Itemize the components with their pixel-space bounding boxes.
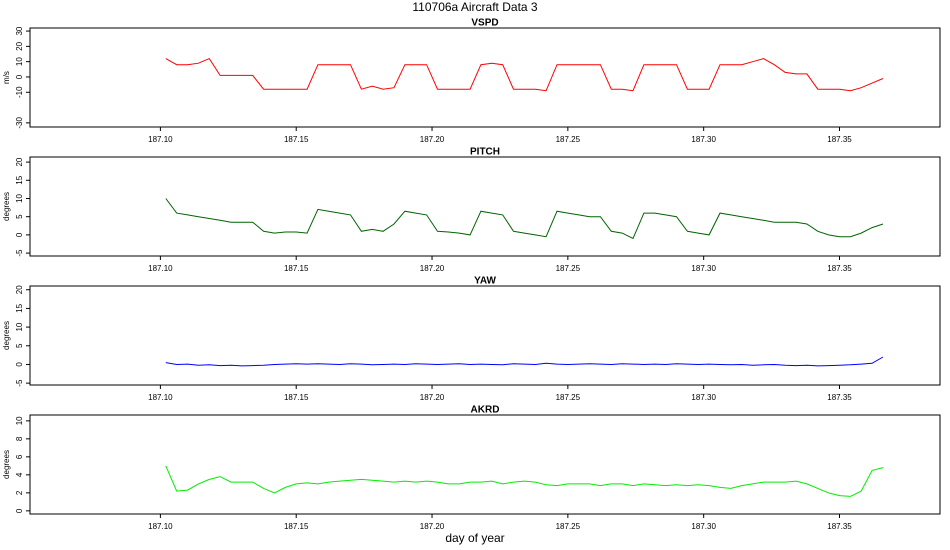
x-tick-label: 187.35 <box>827 393 852 402</box>
y-tick-label: 10 <box>15 416 24 425</box>
x-tick-label: 187.10 <box>148 393 173 402</box>
data-line <box>165 356 884 367</box>
y-tick-label: 6 <box>15 454 24 459</box>
y-tick-label: 0 <box>15 508 24 513</box>
y-axis-label: degrees <box>2 450 11 479</box>
y-axis-label: m/s <box>2 71 11 84</box>
y-tick-label: -10 <box>15 86 24 98</box>
x-axis-label: day of year <box>445 531 504 545</box>
plot-frame <box>29 27 941 128</box>
x-tick-label: 187.20 <box>420 522 445 531</box>
x-tick-label: 187.35 <box>827 264 852 273</box>
x-tick-label: 187.10 <box>148 522 173 531</box>
y-axis-label: degrees <box>2 321 11 350</box>
x-tick-label: 187.30 <box>691 393 716 402</box>
data-line <box>165 198 884 240</box>
x-tick-label: 187.10 <box>148 264 173 273</box>
x-tick-label: 187.25 <box>556 393 581 402</box>
y-tick-label: 15 <box>15 175 24 184</box>
x-tick-label: 187.30 <box>691 135 716 144</box>
y-tick-label: 0 <box>15 362 24 367</box>
y-tick-label: 20 <box>15 41 24 50</box>
y-tick-label: -30 <box>15 117 24 129</box>
y-tick-label: 10 <box>15 322 24 331</box>
x-tick-label: 187.25 <box>556 522 581 531</box>
x-tick-label: 187.35 <box>827 522 852 531</box>
data-line <box>165 465 884 497</box>
x-tick-label: 187.20 <box>420 393 445 402</box>
y-tick-label: 8 <box>15 436 24 441</box>
y-tick-label: 4 <box>15 472 24 477</box>
y-axis-label: degrees <box>2 192 11 221</box>
y-tick-label: 15 <box>15 303 24 312</box>
panel-title: PITCH <box>470 147 500 158</box>
x-tick-label: 187.25 <box>556 135 581 144</box>
y-tick-label: 5 <box>15 214 24 219</box>
y-tick-label: 2 <box>15 490 24 495</box>
y-tick-label: -5 <box>15 249 24 257</box>
x-tick-label: 187.15 <box>284 393 309 402</box>
panel-title: YAW <box>474 276 496 287</box>
data-line <box>165 57 884 92</box>
y-tick-label: 0 <box>15 232 24 237</box>
y-tick-label: 20 <box>15 157 24 166</box>
page-title: 110706a Aircraft Data 3 <box>412 0 538 14</box>
y-tick-label: 0 <box>15 74 24 79</box>
x-tick-label: 187.20 <box>420 264 445 273</box>
plot-frame <box>29 156 941 257</box>
y-tick-label: 30 <box>15 26 24 35</box>
y-tick-label: 10 <box>15 193 24 202</box>
y-tick-label: 20 <box>15 285 24 294</box>
panel-title: AKRD <box>471 405 500 416</box>
y-tick-label: 10 <box>15 57 24 66</box>
plot-frame <box>29 414 941 515</box>
y-tick-label: -5 <box>15 379 24 387</box>
x-tick-label: 187.20 <box>420 135 445 144</box>
x-tick-label: 187.25 <box>556 264 581 273</box>
x-tick-label: 187.35 <box>827 135 852 144</box>
x-tick-label: 187.10 <box>148 135 173 144</box>
x-tick-label: 187.15 <box>284 264 309 273</box>
x-tick-label: 187.15 <box>284 522 309 531</box>
x-tick-label: 187.15 <box>284 135 309 144</box>
y-tick-label: 5 <box>15 343 24 348</box>
x-tick-label: 187.30 <box>691 264 716 273</box>
panel-title: VSPD <box>471 18 498 29</box>
x-tick-label: 187.30 <box>691 522 716 531</box>
plot-frame <box>29 285 941 386</box>
